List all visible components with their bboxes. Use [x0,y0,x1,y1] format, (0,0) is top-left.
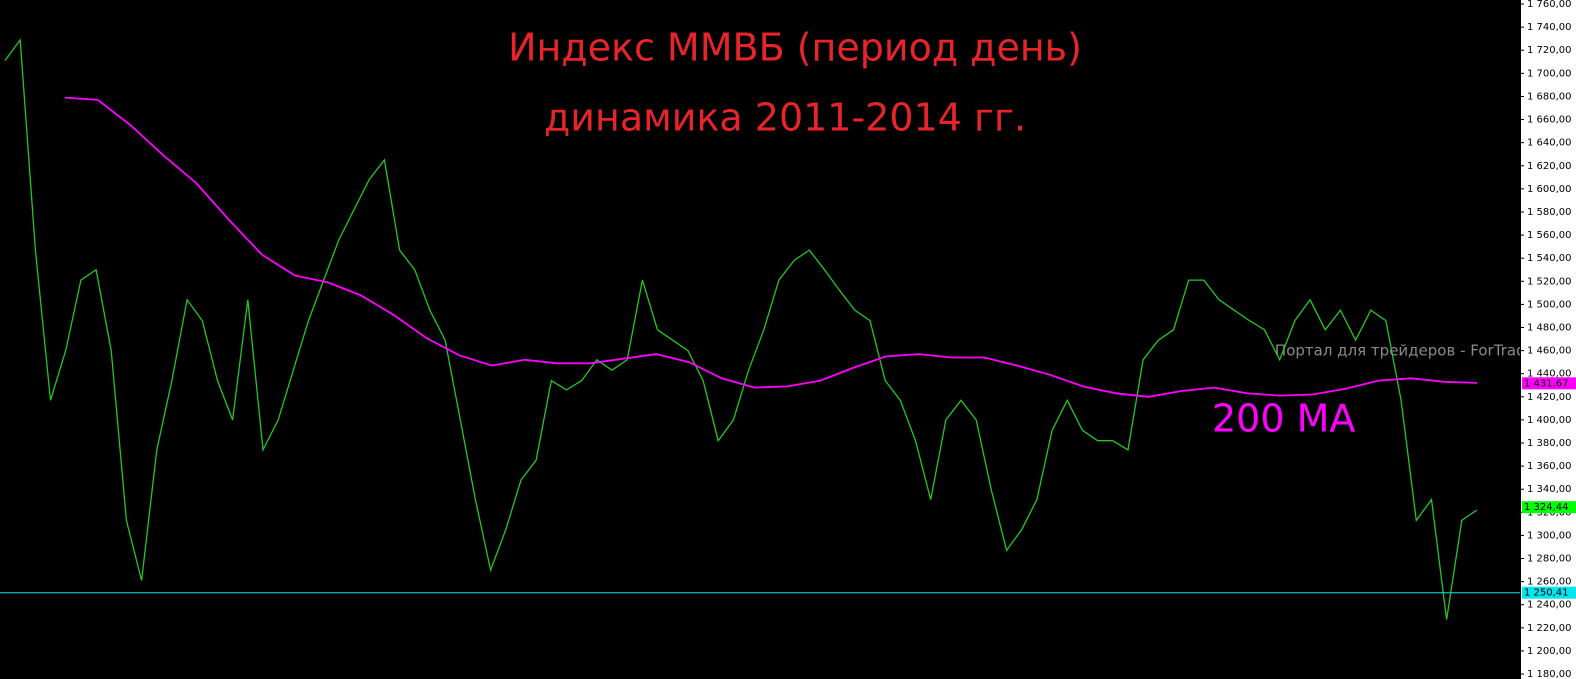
y-tick-label: 1 440,00 [1527,369,1572,380]
y-tick-label: 1 520,00 [1527,276,1572,287]
y-tick-label: 1 340,00 [1527,484,1572,495]
price-marker-label: 1 324,44 [1524,502,1569,513]
price-marker [1522,501,1576,514]
watermark: Портал для трейдеров - ForTrader.ru [1275,342,1560,360]
chart-title: Индекс ММВБ (период день) [508,26,1082,70]
y-tick-label: 1 600,00 [1527,184,1572,195]
y-tick-label: 1 420,00 [1527,392,1572,403]
ma-annotation: 200 MA [1212,397,1355,441]
y-tick-label: 1 500,00 [1527,299,1572,310]
y-tick-label: 1 180,00 [1527,669,1572,679]
y-tick-label: 1 360,00 [1527,461,1572,472]
y-tick-label: 1 240,00 [1527,600,1572,611]
series-line [64,96,1478,398]
y-tick-label: 1 640,00 [1527,138,1572,149]
y-tick-label: 1 620,00 [1527,161,1572,172]
series-line [4,38,1478,620]
y-tick-label: 1 760,00 [1527,0,1572,10]
price-marker [1522,586,1576,599]
y-tick-label: 1 740,00 [1527,22,1572,33]
price-marker-label: 1 250,41 [1524,588,1569,599]
y-tick-label: 1 220,00 [1527,623,1572,634]
y-tick-label: 1 540,00 [1527,253,1572,264]
y-tick-label: 1 700,00 [1527,68,1572,79]
y-tick-label: 1 400,00 [1527,415,1572,426]
chart-subtitle: динамика 2011-2014 гг. [544,96,1026,140]
y-tick-label: 1 660,00 [1527,115,1572,126]
y-tick-label: 1 580,00 [1527,207,1572,218]
y-tick-label: 1 680,00 [1527,91,1572,102]
axis-panel [1520,0,1576,679]
y-tick-label: 1 200,00 [1527,646,1572,657]
price-marker [1522,377,1576,390]
price-marker-label: 1 431,67 [1524,378,1569,389]
y-tick-label: 1 380,00 [1527,438,1572,449]
y-tick-label: 1 480,00 [1527,322,1572,333]
y-tick-label: 1 280,00 [1527,554,1572,565]
y-tick-label: 1 260,00 [1527,577,1572,588]
y-tick-label: 1 300,00 [1527,530,1572,541]
y-tick-label: 1 560,00 [1527,230,1572,241]
y-tick-label: 1 460,00 [1527,346,1572,357]
y-tick-label: 1 720,00 [1527,45,1572,56]
